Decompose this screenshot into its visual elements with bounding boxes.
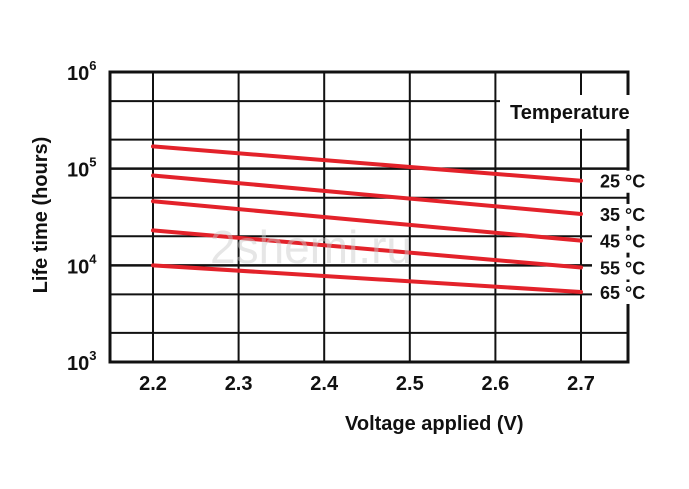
x-tick-label: 2.2 (139, 373, 167, 395)
series-label-bg (592, 281, 662, 304)
series-label-bg (592, 230, 662, 253)
x-tick-label: 2.3 (225, 373, 253, 395)
y-axis-label: Life time (hours) (30, 137, 52, 294)
series-label-bg (592, 257, 662, 280)
x-tick-label: 2.6 (481, 373, 509, 395)
series-label-4: 55 °C (600, 258, 645, 278)
series-line-2 (151, 173, 583, 216)
legend-title: Temperature (510, 102, 630, 124)
series-label-bg (592, 203, 662, 226)
legend-title-bg (500, 95, 660, 129)
series-line-3 (151, 199, 583, 243)
x-axis-label: Voltage applied (V) (345, 413, 524, 435)
series-line-1 (151, 144, 583, 183)
series-labels: 25 °C 35 °C 45 °C 55 °C 65 °C (592, 170, 662, 304)
series-label-5: 65 °C (600, 283, 645, 303)
y-tick-labels: 103 104 105 106 (67, 58, 97, 375)
series-line-4 (151, 228, 583, 270)
x-tick-labels: 2.2 2.3 2.4 2.5 2.6 2.7 (139, 373, 595, 395)
y-tick-label: 106 (67, 58, 96, 85)
y-tick-label: 104 (67, 251, 97, 278)
series-line-5 (151, 263, 583, 294)
x-tick-label: 2.4 (310, 373, 339, 395)
series-label-2: 35 °C (600, 205, 645, 225)
series-lines (151, 144, 583, 294)
watermark: 2shemi.ru (210, 221, 412, 273)
x-tick-label: 2.7 (567, 373, 595, 395)
x-tick-label: 2.5 (396, 373, 424, 395)
y-tick-label: 103 (67, 348, 96, 375)
series-label-3: 45 °C (600, 232, 645, 252)
y-tick-label: 105 (67, 155, 96, 182)
series-label-bg (592, 170, 662, 193)
series-label-1: 25 °C (600, 172, 645, 192)
